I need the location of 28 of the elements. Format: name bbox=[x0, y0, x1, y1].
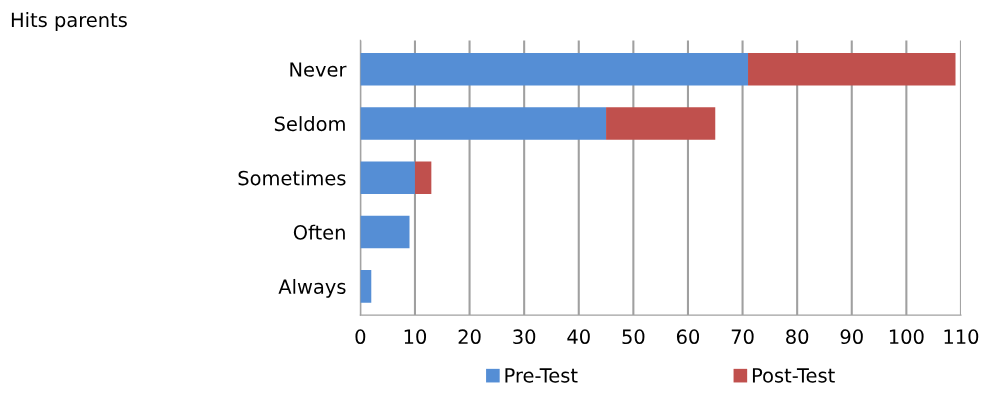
y-tick-label: Always bbox=[278, 278, 346, 298]
x-tick-label: 10 bbox=[404, 329, 427, 345]
bar bbox=[748, 52, 956, 86]
y-tick-label: Seldom bbox=[274, 116, 345, 132]
x-tick-label: 60 bbox=[676, 329, 700, 345]
x-tick-label: 100 bbox=[889, 329, 924, 345]
x-tick-label: 80 bbox=[786, 329, 809, 345]
x-tick-label: 40 bbox=[567, 329, 590, 345]
bar bbox=[360, 107, 607, 140]
bar bbox=[414, 161, 432, 195]
x-tick-label: 90 bbox=[840, 329, 863, 345]
legend-label: Pre-Test bbox=[505, 368, 578, 383]
y-tick-label: Sometimes bbox=[238, 170, 346, 186]
legend-label: Post-Test bbox=[752, 368, 835, 383]
x-tick-label: 30 bbox=[513, 329, 536, 345]
x-tick-label: 70 bbox=[731, 329, 754, 345]
x-tick-label: 0 bbox=[355, 329, 366, 345]
text: Hits parents bbox=[11, 12, 127, 31]
bar bbox=[360, 270, 372, 303]
bar bbox=[360, 52, 749, 86]
bar bbox=[360, 161, 415, 195]
x-tick-label: 20 bbox=[458, 329, 481, 345]
x-tick-label: 50 bbox=[622, 329, 645, 345]
x-tick-label: 110 bbox=[944, 329, 979, 345]
y-tick-label: Never bbox=[290, 62, 347, 77]
bar bbox=[360, 215, 410, 249]
y-tick-label: Often bbox=[293, 224, 345, 240]
bar bbox=[606, 107, 716, 140]
